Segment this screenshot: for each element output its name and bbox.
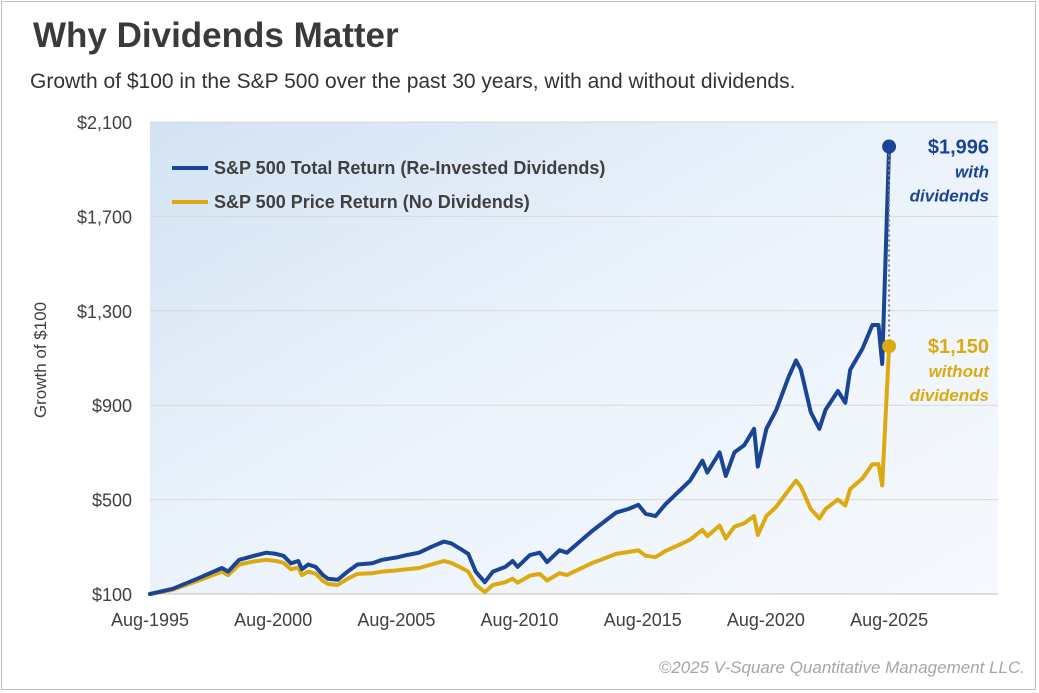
end-value-label: $1,996	[928, 137, 989, 159]
x-tick-label: Aug-2015	[604, 610, 682, 630]
x-tick-label: Aug-2020	[727, 610, 805, 630]
y-tick-label: $1,700	[77, 207, 132, 227]
page-subtitle: Growth of $100 in the S&P 500 over the p…	[30, 70, 796, 93]
y-tick-label: $1,300	[77, 302, 132, 322]
series-line-total-return	[148, 144, 892, 596]
end-value-note: dividends	[910, 187, 989, 206]
page-title: Why Dividends Matter	[33, 16, 399, 55]
y-axis-label: Growth of $100	[31, 302, 50, 418]
x-tick-label: Aug-2000	[234, 610, 312, 630]
copyright-notice: ©2025 V-Square Quantitative Management L…	[658, 658, 1025, 677]
end-value-note: without	[929, 362, 991, 381]
y-axis-ticks: $100 $500 $900 $1,300 $1,700 $2,100	[77, 113, 132, 605]
series-line-price-return	[148, 344, 892, 596]
end-value-note: dividends	[910, 386, 989, 405]
x-tick-label: Aug-2005	[357, 610, 435, 630]
x-axis-ticks: Aug-1995 Aug-2000 Aug-2005 Aug-2010 Aug-2015…	[111, 610, 928, 630]
x-tick-label: Aug-2010	[481, 610, 559, 630]
x-tick-label: Aug-2025	[850, 610, 928, 630]
y-tick-label: $500	[92, 491, 132, 511]
series-end-point	[882, 339, 897, 354]
series-end-point	[882, 139, 897, 154]
y-tick-label: $900	[92, 396, 132, 416]
y-tick-label: $100	[92, 585, 132, 605]
x-tick-label: Aug-1995	[111, 610, 189, 630]
legend-label: S&P 500 Price Return (No Dividends)	[214, 192, 530, 212]
gridlines	[150, 121, 998, 595]
end-annotations: $1,996 with dividends $1,150 without dividend…	[882, 137, 991, 405]
series-lines	[148, 144, 892, 596]
legend-label: S&P 500 Total Return (Re-Invested Divide…	[214, 158, 605, 178]
end-value-label: $1,150	[928, 336, 989, 358]
legend: S&P 500 Total Return (Re-Invested Divide…	[172, 158, 605, 212]
end-value-note: with	[955, 163, 989, 182]
y-tick-label: $2,100	[77, 113, 132, 133]
